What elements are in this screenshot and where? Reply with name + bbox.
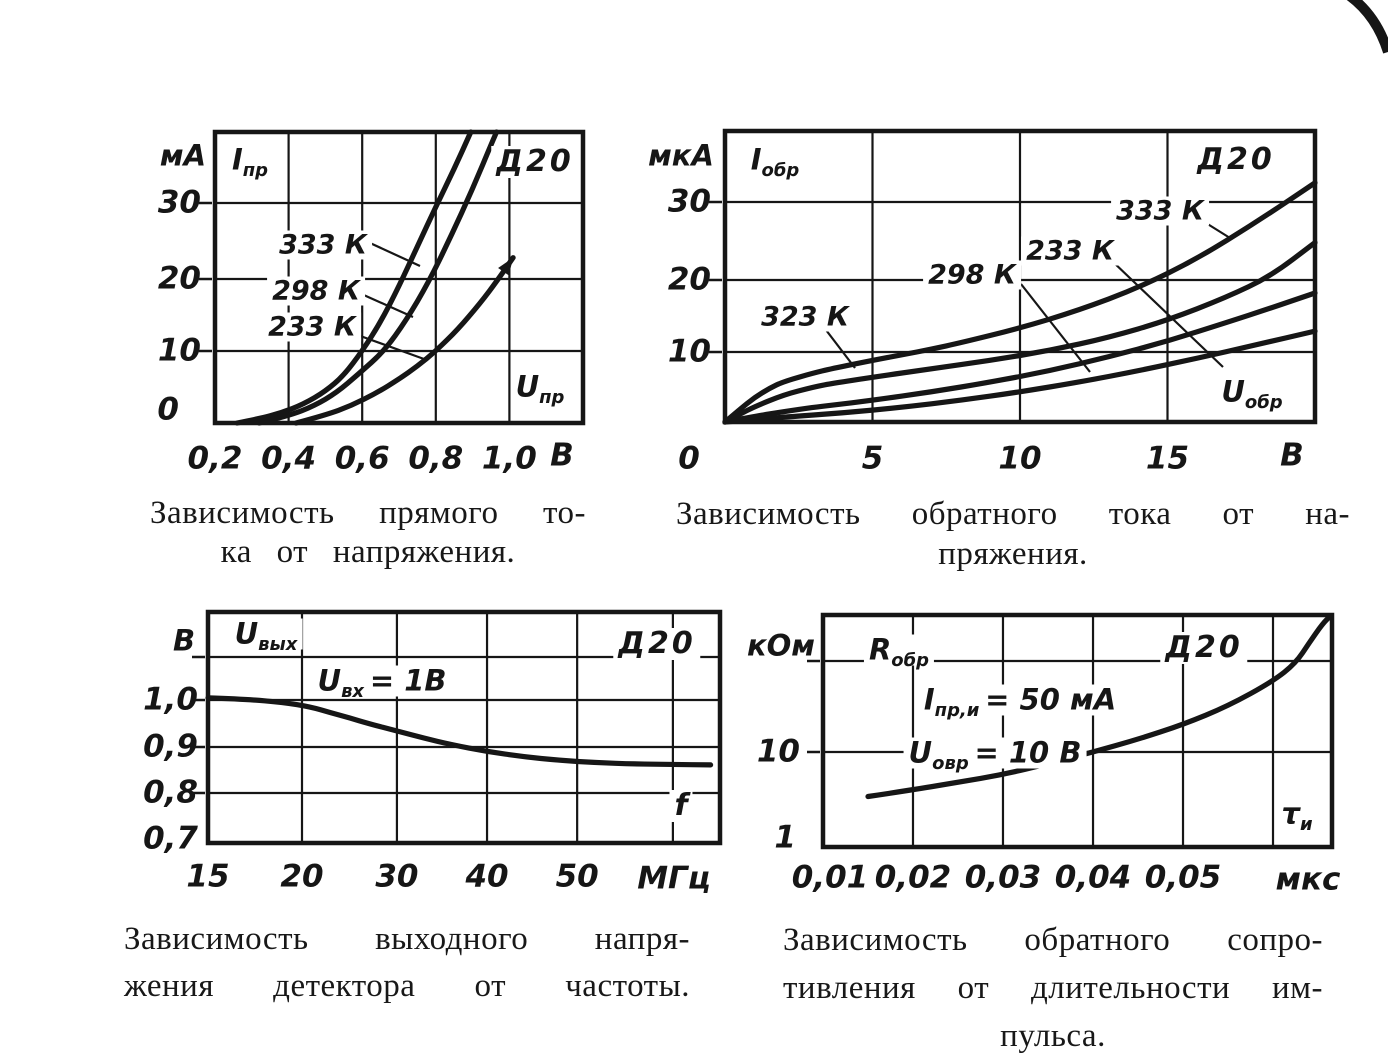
caption-reverse-resistance: Зависимость обратного сопро- тивления от…	[783, 916, 1323, 1059]
plot-frame-reverse-current-vs-voltage	[722, 128, 1318, 425]
caption-reverse-current: Зависимость обратного тока от на- пряжен…	[676, 494, 1350, 574]
curve-reverse-current-vs-voltage-2	[722, 290, 1318, 425]
curve-forward-current-vs-voltage-0	[234, 129, 474, 426]
curve-forward-current-vs-voltage-2	[293, 255, 516, 426]
curve-reverse-current-vs-voltage-1	[722, 240, 1318, 425]
caption-line: пряжения.	[938, 536, 1088, 572]
caption-line: жения детектора от частоты.	[124, 968, 690, 1004]
label-leader-line	[1197, 217, 1231, 239]
label-leader-line	[1020, 283, 1091, 373]
label-leader-line	[351, 331, 425, 361]
label-leader-line	[356, 290, 414, 319]
plot-frame-detector-output-voltage-vs-frequency	[205, 609, 723, 846]
curve-forward-current-vs-voltage-1	[256, 129, 500, 426]
curve-detector-output-voltage-vs-frequency-0	[205, 695, 714, 768]
caption-detector-output: Зависимость выходного напря- жения детек…	[124, 916, 690, 1010]
caption-line: Зависимость обратного тока от на-	[676, 496, 1350, 532]
page-corner-mark	[1346, 0, 1388, 54]
curve-reverse-current-vs-voltage-0	[722, 180, 1318, 425]
curve-reverse-current-vs-voltage-3	[722, 328, 1318, 425]
label-leader-line	[369, 242, 421, 267]
caption-line: Зависимость прямого то-	[150, 495, 586, 531]
caption-line: ка от напряжения.	[220, 534, 516, 570]
label-leader-line	[825, 329, 856, 369]
caption-line: Зависимость выходного напря-	[124, 921, 690, 957]
label-leader-line	[1109, 258, 1224, 368]
caption-line: Зависимость обратного сопро-	[783, 922, 1323, 958]
caption-forward-current: Зависимость прямого то- ка от напряжения…	[150, 494, 586, 572]
plot-frame-forward-current-vs-voltage	[212, 129, 586, 426]
caption-line: пульса.	[1000, 1018, 1106, 1054]
plot-frame-reverse-resistance-vs-pulse-duration	[820, 612, 1335, 850]
caption-line: тивления от длительности им-	[783, 970, 1323, 1006]
curve-reverse-resistance-vs-pulse-duration-0	[865, 613, 1333, 800]
curve-arrowhead	[498, 257, 514, 276]
